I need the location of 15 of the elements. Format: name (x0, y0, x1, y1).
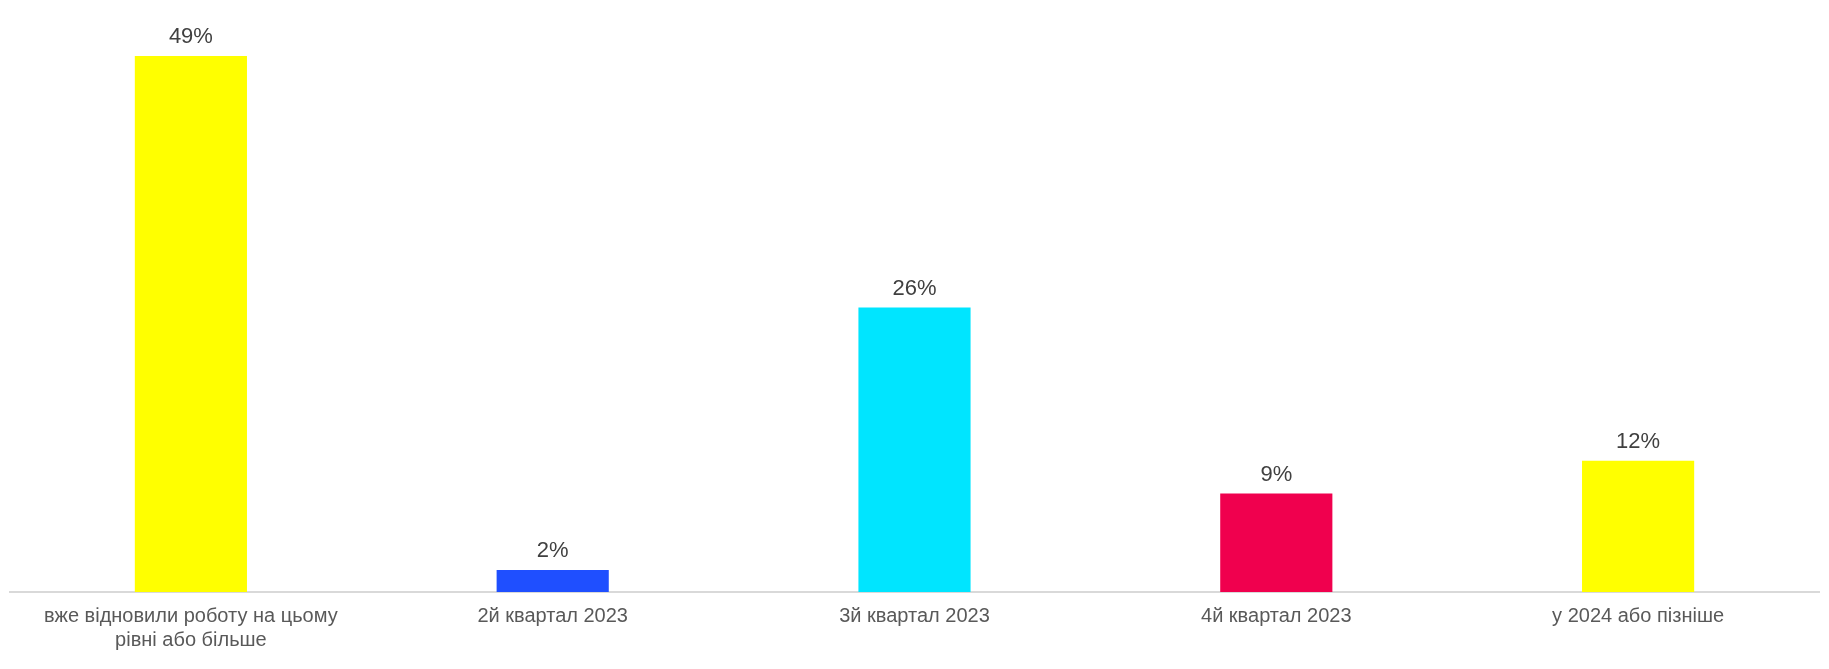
x-tick-label: 4й квартал 2023 (1201, 603, 1352, 626)
x-tick-label: 2й квартал 2023 (477, 603, 628, 626)
data-label: 49% (168, 23, 213, 48)
bar (858, 307, 971, 592)
x-tick-label: 3й квартал 2023 (839, 603, 990, 626)
bar (1582, 460, 1695, 592)
x-tick-label: у 2024 або пізніше (1552, 603, 1725, 626)
data-label: 9% (1260, 460, 1293, 486)
data-label: 12% (1616, 427, 1661, 453)
bar (134, 55, 247, 592)
data-label: 2% (536, 537, 569, 563)
x-tick-label: вже відновили роботу на цьому рівні або більше (44, 603, 338, 650)
bar (1220, 493, 1333, 592)
bar (496, 570, 609, 592)
data-label: 26% (892, 274, 937, 300)
